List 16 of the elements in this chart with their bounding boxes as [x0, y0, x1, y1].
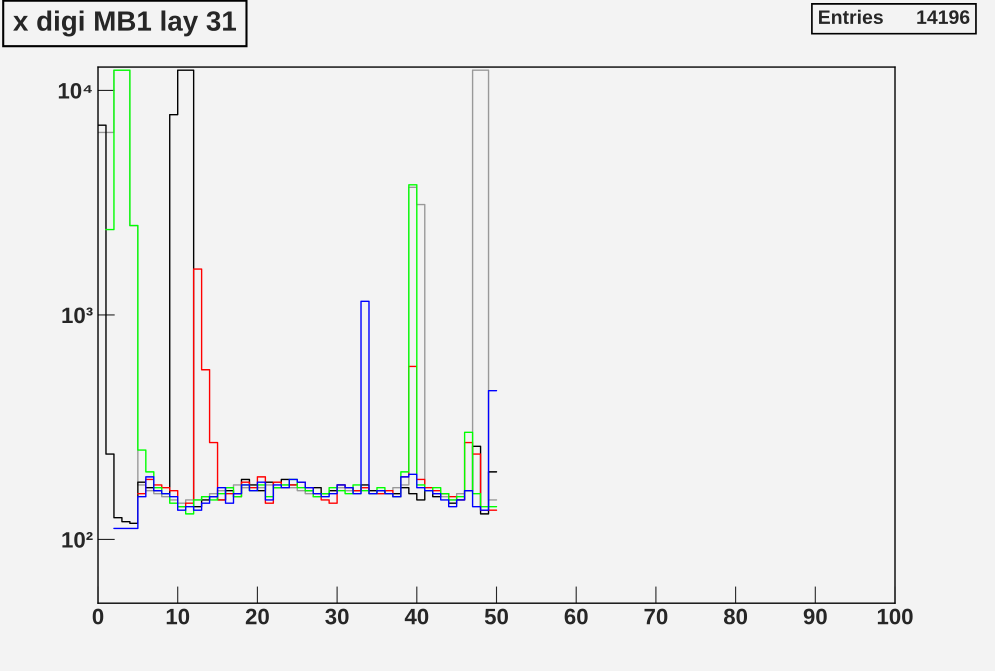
- chart-title: x digi MB1 lay 31: [13, 10, 236, 36]
- x-tick-label: 60: [564, 608, 588, 624]
- x-tick-label: 50: [484, 608, 508, 624]
- x-tick-label: 100: [878, 608, 913, 624]
- x-tick-label: 10: [166, 608, 190, 624]
- y-tick-label: 10⁴: [58, 82, 92, 99]
- x-tick-label: 40: [404, 608, 428, 624]
- x-tick-label: 80: [724, 608, 748, 624]
- text: Entries 14196: [819, 10, 970, 24]
- y-tick-label: 10²: [62, 532, 93, 548]
- x-tick-label: 0: [92, 608, 104, 624]
- x-tick-label: 70: [644, 608, 668, 624]
- x-tick-label: 90: [804, 608, 827, 624]
- x-tick-label: 30: [325, 608, 349, 624]
- x-tick-label: 20: [246, 608, 269, 624]
- y-tick-label: 10³: [62, 307, 93, 324]
